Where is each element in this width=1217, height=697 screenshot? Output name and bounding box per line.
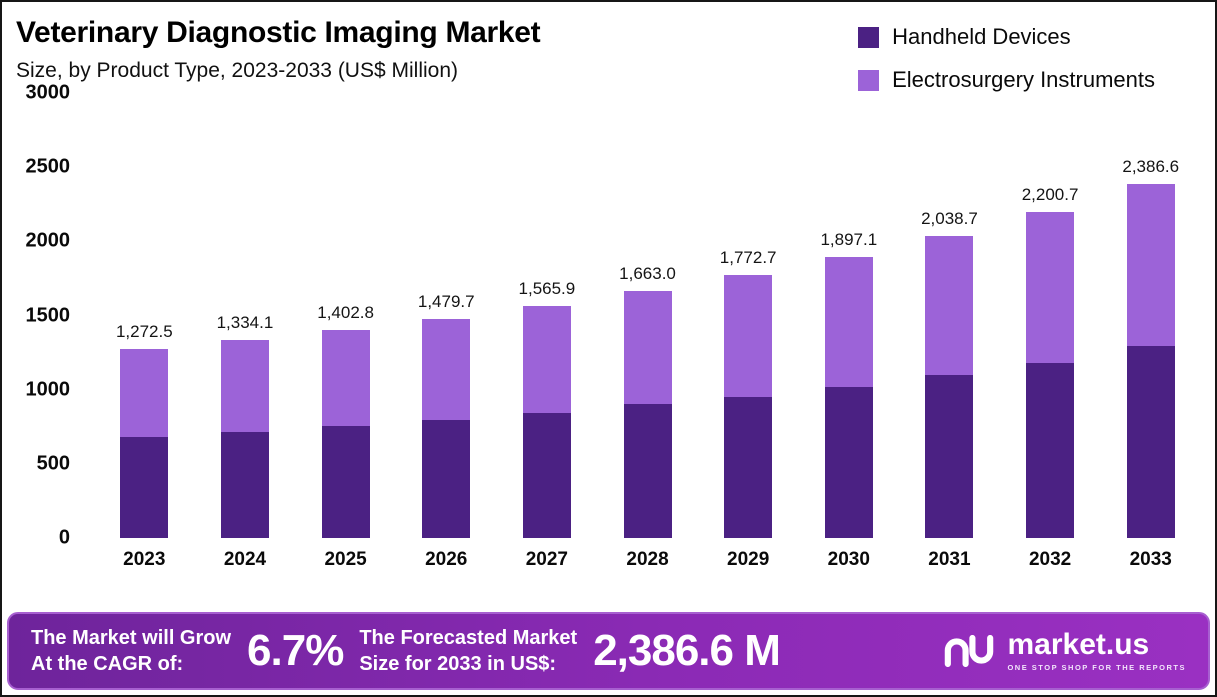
legend-item-handheld-devices: Handheld Devices (858, 24, 1155, 50)
legend-item-electrosurgery-instruments: Electrosurgery Instruments (858, 67, 1155, 93)
legend-label: Handheld Devices (892, 24, 1071, 49)
bar-segment-electrosurgery-instruments (925, 235, 974, 375)
bar-total-label: 2,038.7 (921, 208, 978, 228)
forecast-label-line1: The Forecasted Market (359, 627, 578, 649)
y-axis-tick-label: 1500 (25, 304, 71, 326)
bar-segment-electrosurgery-instruments (422, 318, 471, 420)
bar-segment-electrosurgery-instruments (623, 291, 672, 404)
bar-column: 2,386.6 (1100, 93, 1201, 538)
bar-segment-handheld-devices (824, 386, 873, 538)
y-axis: 0 500 1000 1500 2000 2500 3000 (2, 82, 94, 549)
page-title: Veterinary Diagnostic Imaging Market (16, 16, 541, 49)
bar-segment-handheld-devices (321, 426, 370, 538)
bar-segment-electrosurgery-instruments (1126, 184, 1175, 347)
bar-total-label: 1,334.1 (216, 313, 274, 333)
brand-text: market.us ONE STOP SHOP FOR THE REPORTS (1007, 628, 1186, 673)
y-axis-tick-label: 3000 (25, 81, 71, 104)
bar-segment-electrosurgery-instruments (120, 349, 169, 438)
bars: 1,272.5 1,334.1 1,402.8 1,479.7 1,565.9 1,663… (94, 93, 1201, 538)
bar-segment-handheld-devices (724, 396, 773, 538)
bar-segment-handheld-devices (1126, 346, 1175, 538)
forecast-label: The Forecasted Market Size for 2033 in U… (359, 625, 577, 677)
bar-column: 1,897.1 (798, 93, 899, 538)
bar-total-label: 1,663.0 (619, 264, 676, 284)
bar-segment-handheld-devices (220, 432, 269, 538)
bar-total-label: 1,272.5 (115, 322, 173, 342)
bar-segment-handheld-devices (422, 419, 471, 538)
bar-column: 2,038.7 (899, 93, 1000, 538)
bar-column: 1,334.1 (195, 93, 296, 538)
bar-segment-electrosurgery-instruments (220, 340, 269, 433)
brand: market.us ONE STOP SHOP FOR THE REPORTS (941, 630, 1186, 672)
bar-column: 1,402.8 (295, 93, 396, 538)
chart-area: 0 500 1000 1500 2000 2500 3000 1,272.5 1,334.1 1… (2, 82, 1215, 549)
x-axis-label: 2025 (324, 549, 367, 570)
bar-segment-handheld-devices (522, 412, 571, 538)
cagr-label-line2: At the CAGR of: (31, 653, 184, 675)
x-axis-label: 2029 (727, 549, 770, 570)
bar-column: 1,272.5 (94, 93, 195, 538)
x-axis-label: 2028 (626, 549, 669, 570)
market-us-logo-icon (945, 635, 994, 667)
x-axis-label: 2026 (425, 549, 468, 570)
x-axis: 2023 2024 2025 2026 2027 2028 2029 2030 2031 2032… (94, 538, 1201, 575)
bar-segment-handheld-devices (1026, 362, 1075, 538)
bar-total-label: 2,200.7 (1021, 184, 1079, 204)
bar-column: 1,479.7 (396, 93, 497, 538)
y-axis-tick-label: 2500 (25, 155, 71, 178)
bar-column: 1,663.0 (597, 93, 698, 538)
plot-area: 1,272.5 1,334.1 1,402.8 1,479.7 1,565.9 1,663… (94, 93, 1201, 538)
x-axis-label: 2033 (1129, 549, 1172, 570)
bar-segment-handheld-devices (623, 403, 672, 538)
cagr-label: The Market will Grow At the CAGR of: (31, 625, 231, 677)
cagr-label-line1: The Market will Grow (31, 627, 232, 649)
bar-segment-electrosurgery-instruments (522, 305, 571, 413)
bar-column: 2,200.7 (1000, 93, 1101, 538)
bar-column: 1,565.9 (497, 93, 598, 538)
y-axis-tick-label: 500 (36, 452, 70, 475)
brand-name: market.us (1007, 628, 1150, 661)
titles: Veterinary Diagnostic Imaging Market Siz… (16, 16, 541, 93)
legend: Handheld Devices Electrosurgery Instrume… (858, 16, 1155, 93)
bar-segment-electrosurgery-instruments (824, 256, 873, 387)
x-axis-label: 2027 (525, 549, 569, 570)
forecast-label-line2: Size for 2033 in US$: (359, 653, 557, 675)
legend-swatch-electrosurgery-instruments (858, 69, 880, 91)
footer-banner: The Market will Grow At the CAGR of: 6.7… (7, 612, 1210, 690)
bar-total-label: 1,565.9 (518, 278, 576, 298)
legend-swatch-handheld-devices (858, 26, 880, 48)
bar-total-label: 1,772.7 (719, 248, 777, 268)
bar-segment-electrosurgery-instruments (321, 329, 370, 427)
page-subtitle: Size, by Product Type, 2023-2033 (US$ Mi… (16, 59, 459, 82)
bar-total-label: 1,479.7 (417, 291, 475, 311)
y-axis-tick-label: 1000 (25, 378, 71, 401)
x-axis-label: 2023 (123, 549, 166, 570)
bar-column: 1,772.7 (698, 93, 799, 538)
legend-label: Electrosurgery Instruments (892, 67, 1155, 92)
bar-total-label: 1,897.1 (820, 229, 878, 249)
y-axis-tick-label: 2000 (25, 229, 71, 252)
header: Veterinary Diagnostic Imaging Market Siz… (2, 2, 1215, 93)
bar-segment-handheld-devices (120, 437, 169, 538)
bar-segment-handheld-devices (925, 374, 974, 538)
brand-tagline: ONE STOP SHOP FOR THE REPORTS (1007, 663, 1186, 672)
bar-segment-electrosurgery-instruments (1026, 211, 1075, 363)
forecast-value: 2,386.6 M (593, 626, 781, 675)
bar-total-label: 1,402.8 (317, 302, 374, 322)
bar-total-label: 2,386.6 (1122, 157, 1180, 176)
x-axis-label: 2032 (1028, 549, 1072, 570)
bar-segment-electrosurgery-instruments (724, 275, 773, 397)
x-axis-label: 2024 (223, 549, 267, 570)
y-axis-tick-label: 0 (58, 526, 70, 549)
x-axis-label: 2030 (827, 549, 870, 570)
x-axis-label: 2031 (928, 549, 971, 570)
cagr-value: 6.7% (247, 626, 344, 675)
